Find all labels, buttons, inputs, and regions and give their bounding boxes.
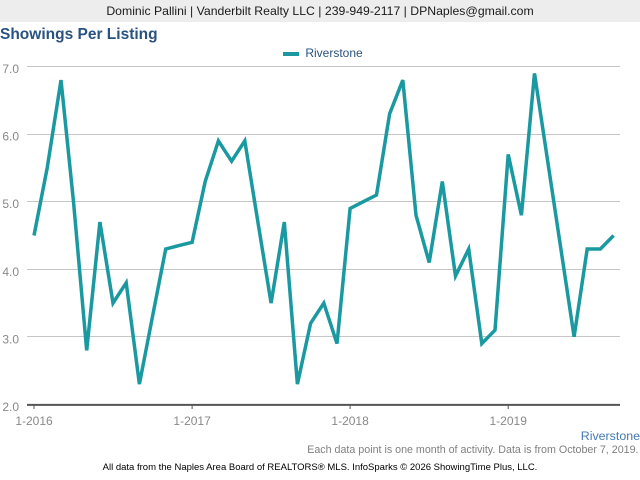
- svg-text:2.0: 2.0: [2, 400, 19, 414]
- svg-text:6.0: 6.0: [2, 130, 19, 144]
- svg-text:4.0: 4.0: [2, 265, 19, 279]
- svg-text:1-2016: 1-2016: [15, 414, 53, 428]
- svg-text:5.0: 5.0: [2, 197, 19, 211]
- svg-text:1-2019: 1-2019: [490, 414, 528, 428]
- svg-text:3.0: 3.0: [2, 332, 19, 346]
- svg-text:1-2018: 1-2018: [331, 414, 369, 428]
- svg-text:7.0: 7.0: [2, 62, 19, 76]
- svg-text:1-2017: 1-2017: [173, 414, 211, 428]
